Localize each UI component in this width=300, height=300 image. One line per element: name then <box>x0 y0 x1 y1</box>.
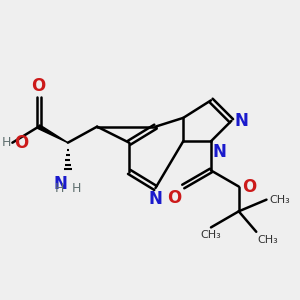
Text: H: H <box>54 182 64 195</box>
Text: CH₃: CH₃ <box>258 235 278 245</box>
Text: N: N <box>53 176 67 194</box>
Text: H: H <box>71 182 81 195</box>
Text: CH₃: CH₃ <box>201 230 221 240</box>
Text: N: N <box>148 190 162 208</box>
Text: O: O <box>167 189 182 207</box>
Polygon shape <box>38 125 68 143</box>
Text: N: N <box>212 143 226 161</box>
Text: O: O <box>242 178 256 196</box>
Text: O: O <box>14 134 28 152</box>
Text: N: N <box>235 112 249 130</box>
Text: H: H <box>2 136 11 149</box>
Text: CH₃: CH₃ <box>269 195 290 205</box>
Text: O: O <box>32 76 46 94</box>
